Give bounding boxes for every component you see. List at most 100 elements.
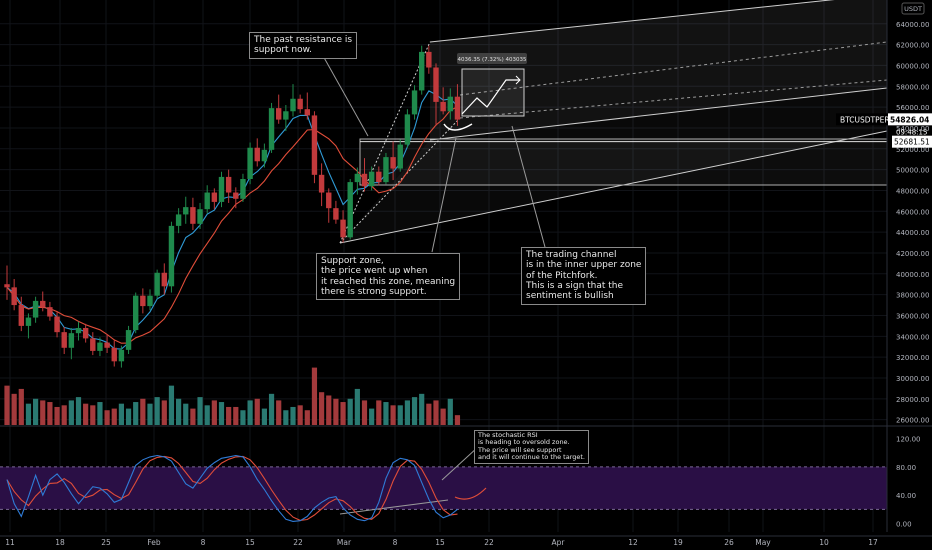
price-tick-label: 34000.00 [896,333,929,341]
rsi-forecast-curve [454,487,487,500]
candle-body [261,149,268,162]
candle-body [147,295,153,307]
price-tick-label: 58000.00 [896,83,929,91]
candle-body [18,305,24,326]
price-tick-label: 54000.00 [896,125,929,133]
candle-body [426,51,432,68]
price-tick-label: 64000.00 [896,21,929,29]
volume-bar [247,400,253,425]
annotation-trading-channel: The trading channel is in the inner uppe… [521,247,647,305]
projection-label: 4036.35 (7.32%) 403035 [458,57,528,63]
price-tick-label: 56000.00 [896,104,929,112]
candle-body [361,173,368,187]
candle-body [32,300,39,318]
support-zone-box [359,138,888,186]
annotation-stochastic-rsi: The stochastic RSI is heading to oversol… [474,430,589,464]
volume-bar [347,398,353,425]
callout-line-channel [511,125,546,248]
volume-bar [311,367,318,425]
candle-body [397,144,403,169]
callout-line-stoch [441,446,479,481]
last-price-label: 54826.04 [890,115,929,124]
price-tick-label: 42000.00 [896,250,929,258]
curve-arrow [443,123,473,131]
volume-bar [204,405,210,425]
price-tick-label: 62000.00 [896,42,929,50]
candle-body [340,219,346,238]
volume-bar [404,400,410,425]
volume-bar [61,405,67,425]
candle-body [376,171,382,183]
candle-body [61,332,67,348]
time-tick-label: 26 [724,538,734,547]
volume-bar [233,406,239,425]
callout-line-support [431,137,457,253]
ma-fast-line [6,90,458,350]
volume-bar [176,398,182,425]
volume-bar [411,397,418,425]
projection-arrow-icon [515,75,521,85]
candle-body [233,192,239,199]
currency-label: USDT [904,5,922,13]
volume-bar [104,410,110,425]
time-tick-label: 22 [484,538,494,547]
time-tick-label: 8 [393,538,398,547]
volume-bar [190,408,196,425]
candle-body [25,317,32,326]
volume-bar [333,398,339,425]
candle-body [254,147,260,162]
stoch-k-line [6,454,458,522]
volume-bar [75,397,82,425]
rsi-tick-label: 0.00 [896,521,912,529]
volume-bar [154,397,160,425]
support-level-tag: 52681.51 [894,138,930,147]
price-tick-label: 52000.00 [896,146,929,154]
candle-body [390,157,396,169]
price-tick-label: 38000.00 [896,292,929,300]
candle-body [440,101,446,112]
rsi-tick-label: 80.00 [896,464,916,472]
volume-bar [11,393,17,425]
candle-body [326,192,332,209]
volume-bar [297,405,303,425]
volume-bar [140,398,146,425]
candle-body [383,157,389,183]
price-tick-label: 28000.00 [896,396,929,404]
candle-body [4,284,10,288]
volume-bar [397,405,403,425]
volume-bar [133,402,139,425]
candle-body [318,174,325,193]
price-tick-label: 46000.00 [896,208,929,216]
candle-body [297,98,303,110]
pitchfork-upper-line [429,0,835,43]
candle-body [333,208,339,220]
candle-body [268,108,275,150]
projection-path [461,79,520,115]
candle-body [183,207,189,215]
volume-bar [25,403,32,425]
time-tick-label: 10 [819,538,829,547]
volume-bar [340,402,346,425]
volume-bar [40,400,46,425]
volume-bar [161,400,167,425]
annotation-resistance-support: The past resistance is support now. [249,32,358,59]
volume-bar [383,402,389,425]
volume-bar [440,408,446,425]
volume-bar [261,408,267,425]
candle-body [347,182,353,238]
candle-body [68,333,75,348]
projection-box [461,68,525,117]
rsi-tick-label: 40.00 [896,492,916,500]
price-tick-label: 60000.00 [896,62,929,70]
candle-body [118,349,125,362]
candle-body [82,327,89,339]
volume-bar [319,392,325,425]
time-tick-label: 17 [868,538,878,547]
price-tick-label: 48000.00 [896,187,929,195]
volume-bar [47,402,53,425]
volume-bar [90,405,96,425]
candle-body [240,178,246,199]
candle-body [168,225,175,287]
time-tick-label: 8 [201,538,206,547]
